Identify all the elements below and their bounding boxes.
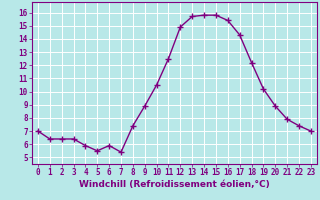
X-axis label: Windchill (Refroidissement éolien,°C): Windchill (Refroidissement éolien,°C) [79, 180, 270, 189]
